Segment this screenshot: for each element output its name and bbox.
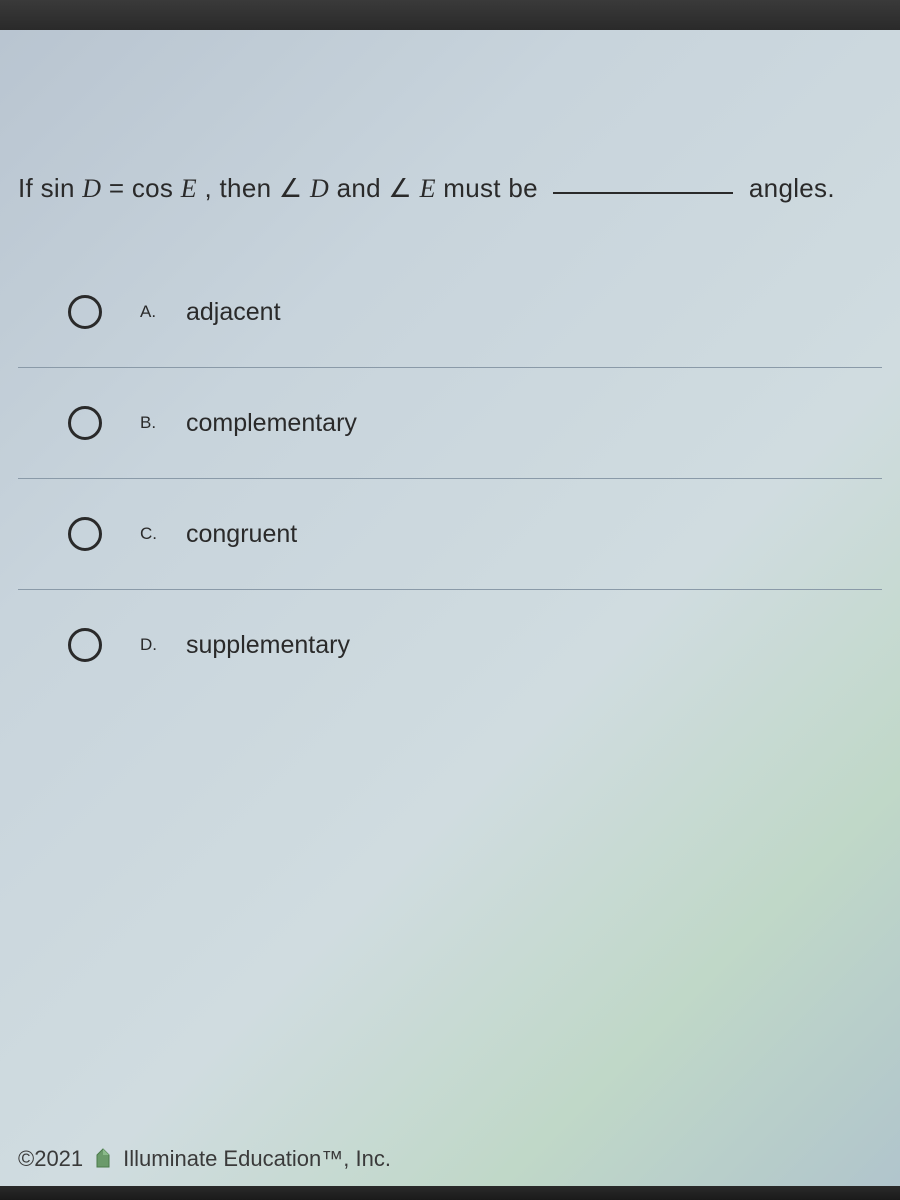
radio-button-d[interactable] — [68, 628, 102, 662]
option-label: adjacent — [186, 298, 281, 327]
question-content: If sin D = cos E , then ∠ D and ∠ E must… — [0, 30, 900, 700]
window-bottom-edge — [0, 1186, 900, 1200]
radio-button-b[interactable] — [68, 406, 102, 440]
copyright-footer: ©2021 Illuminate Education™, Inc. — [18, 1146, 391, 1172]
option-label: supplementary — [186, 631, 350, 660]
option-a-row[interactable]: A. adjacent — [18, 257, 882, 368]
illuminate-logo-icon — [93, 1147, 113, 1171]
option-label: complementary — [186, 409, 357, 438]
copyright-year: ©2021 — [18, 1146, 83, 1172]
angle-d: D — [310, 174, 329, 203]
angle-e: E — [420, 174, 436, 203]
question-text-part: = cos — [109, 173, 173, 203]
question-text-part: and — [337, 173, 389, 203]
option-letter: B. — [140, 413, 158, 433]
option-c-row[interactable]: C. congruent — [18, 479, 882, 590]
question-text-part: If sin — [18, 173, 75, 203]
question-text-part: , then — [204, 173, 278, 203]
option-b-row[interactable]: B. complementary — [18, 368, 882, 479]
question-prompt: If sin D = cos E , then ∠ D and ∠ E must… — [0, 30, 900, 257]
option-d-row[interactable]: D. supplementary — [18, 590, 882, 700]
angle-symbol: ∠ — [388, 174, 412, 203]
window-top-bar — [0, 0, 900, 30]
variable-d: D — [82, 174, 101, 203]
option-letter: C. — [140, 524, 158, 544]
option-letter: A. — [140, 302, 158, 322]
option-label: congruent — [186, 520, 297, 549]
angle-symbol: ∠ — [279, 174, 303, 203]
fill-in-blank — [553, 192, 733, 194]
question-text-part: must be — [443, 173, 545, 203]
radio-button-c[interactable] — [68, 517, 102, 551]
option-letter: D. — [140, 635, 158, 655]
variable-e: E — [181, 174, 197, 203]
question-text-part: angles. — [749, 173, 835, 203]
answer-options: A. adjacent B. complementary C. congruen… — [0, 257, 900, 700]
company-name: Illuminate Education™, Inc. — [123, 1146, 391, 1172]
radio-button-a[interactable] — [68, 295, 102, 329]
